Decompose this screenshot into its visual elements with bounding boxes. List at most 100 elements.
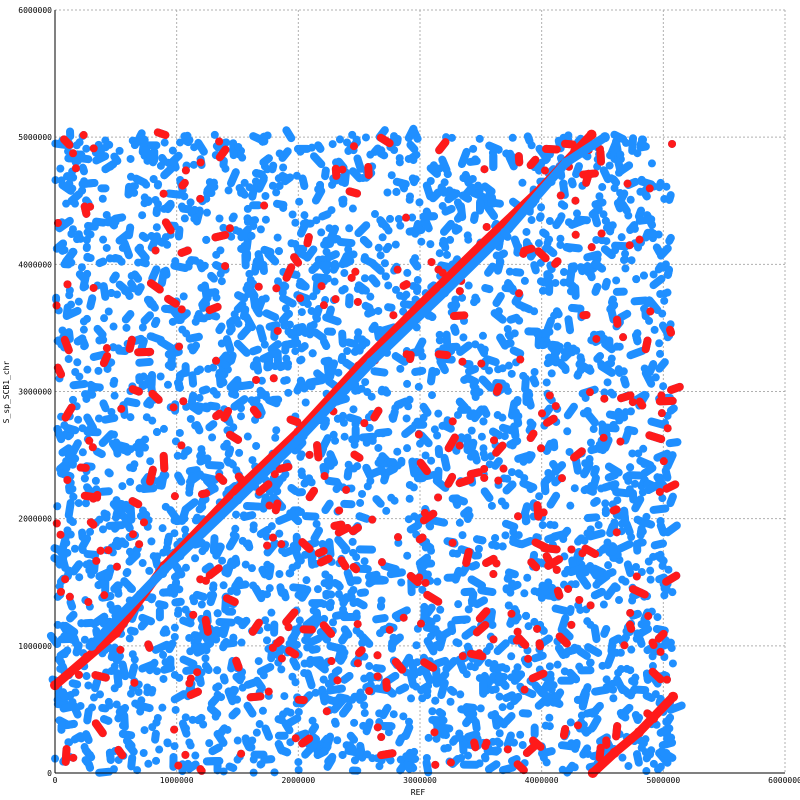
- reverse-hit: [330, 277, 339, 286]
- reverse-hit: [472, 295, 481, 304]
- reverse-hit: [656, 289, 665, 298]
- reverse-hit: [620, 506, 630, 526]
- reverse-hit: [258, 565, 269, 579]
- reverse-hit: [488, 540, 497, 549]
- reverse-hit: [107, 289, 116, 298]
- reverse-hit: [493, 639, 510, 656]
- reverse-hit: [231, 390, 240, 399]
- reverse-hit: [226, 318, 236, 334]
- forward-hit: [273, 326, 282, 335]
- forward-hit: [612, 722, 622, 741]
- reverse-hit: [243, 214, 252, 223]
- reverse-hit: [557, 200, 566, 209]
- forward-hit: [56, 587, 65, 596]
- forward-hit: [632, 572, 641, 581]
- reverse-hit: [510, 670, 526, 685]
- forward-hit: [264, 687, 273, 696]
- forward-hit: [348, 523, 362, 536]
- reverse-hit: [343, 138, 352, 147]
- forward-hit: [458, 652, 467, 661]
- reverse-hit: [275, 181, 284, 190]
- forward-hit: [416, 458, 431, 476]
- reverse-hit: [145, 296, 159, 312]
- reverse-hit: [516, 730, 525, 739]
- reverse-hit: [275, 149, 284, 158]
- reverse-hit: [631, 479, 640, 488]
- reverse-hit: [494, 673, 503, 682]
- reverse-hit: [460, 374, 472, 384]
- forward-hit: [645, 431, 666, 444]
- reverse-hit: [288, 210, 297, 219]
- reverse-hit: [482, 201, 499, 221]
- reverse-hit: [219, 637, 231, 652]
- reverse-hit: [530, 367, 539, 376]
- reverse-hit: [297, 450, 306, 459]
- reverse-hit: [667, 733, 676, 742]
- reverse-hit: [501, 712, 516, 727]
- reverse-hit: [344, 245, 353, 254]
- reverse-hit: [391, 352, 409, 366]
- reverse-hit: [435, 336, 444, 345]
- reverse-hit: [529, 374, 540, 388]
- reverse-hit: [109, 322, 118, 331]
- reverse-hit: [244, 289, 253, 298]
- reverse-hit: [610, 184, 619, 193]
- forward-hit: [492, 383, 503, 396]
- reverse-hit: [334, 535, 351, 554]
- forward-hit: [657, 391, 666, 400]
- reverse-hit: [239, 305, 250, 321]
- forward-hit: [551, 257, 562, 268]
- reverse-hit: [610, 130, 628, 144]
- reverse-hit: [197, 445, 206, 454]
- reverse-hit: [200, 541, 211, 553]
- forward-hit: [349, 562, 361, 574]
- reverse-hit: [81, 499, 90, 508]
- forward-hit: [597, 229, 606, 238]
- forward-hit: [353, 659, 362, 668]
- reverse-hit: [358, 639, 367, 648]
- forward-hit: [270, 470, 279, 479]
- reverse-hit: [343, 347, 352, 356]
- forward-hit: [600, 394, 609, 403]
- reverse-hit: [412, 337, 427, 357]
- reverse-hit: [314, 141, 325, 153]
- reverse-hit: [506, 436, 522, 449]
- reverse-hit: [211, 712, 220, 721]
- reverse-hit: [295, 197, 304, 206]
- reverse-hit: [613, 199, 624, 213]
- reverse-hit: [609, 390, 618, 399]
- reverse-hit: [603, 359, 616, 370]
- reverse-hit: [81, 282, 90, 291]
- reverse-hit: [171, 705, 180, 714]
- reverse-hit: [311, 657, 329, 674]
- reverse-hit: [296, 277, 310, 291]
- reverse-hit: [615, 368, 624, 377]
- reverse-hit: [188, 371, 198, 388]
- reverse-hit: [616, 648, 625, 657]
- reverse-hit: [462, 709, 478, 728]
- reverse-hit: [164, 347, 183, 359]
- reverse-hit: [395, 683, 410, 695]
- reverse-hit: [105, 701, 114, 710]
- reverse-hit: [147, 537, 156, 546]
- forward-hit: [526, 155, 540, 170]
- reverse-hit: [341, 358, 358, 372]
- reverse-hit: [52, 239, 68, 253]
- forward-hit: [667, 382, 684, 394]
- reverse-hit: [546, 491, 561, 509]
- forward-hit: [581, 544, 600, 558]
- reverse-hit: [655, 339, 664, 348]
- reverse-hit: [326, 450, 339, 467]
- reverse-hit: [69, 492, 78, 501]
- reverse-hit: [297, 308, 306, 317]
- reverse-hit: [184, 262, 193, 271]
- reverse-hit: [636, 524, 646, 540]
- reverse-hit: [149, 175, 158, 184]
- reverse-hit: [188, 341, 201, 355]
- reverse-hit: [235, 183, 249, 199]
- reverse-hit: [378, 233, 387, 242]
- reverse-hit: [229, 212, 238, 221]
- reverse-hit: [297, 467, 306, 476]
- reverse-hit: [111, 537, 127, 549]
- reverse-hit: [191, 554, 200, 563]
